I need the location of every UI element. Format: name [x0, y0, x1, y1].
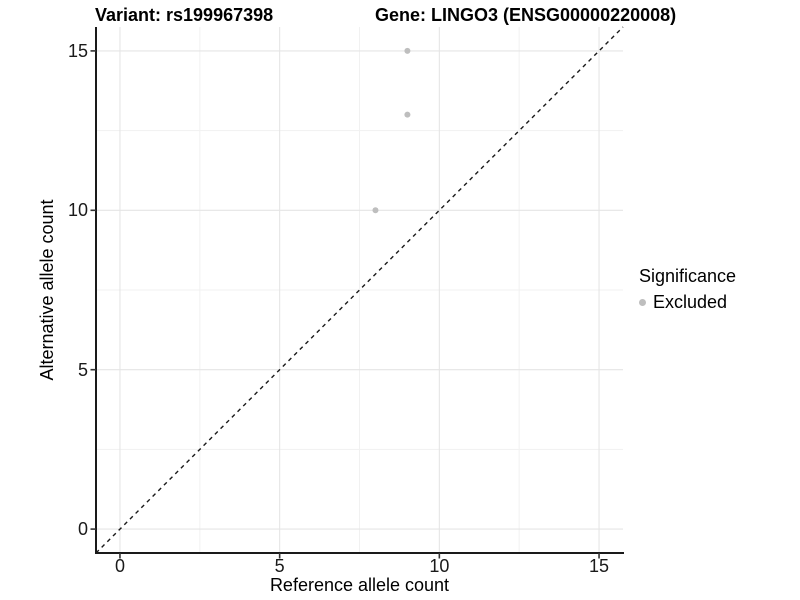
data-point	[372, 207, 379, 214]
legend-item-excluded: Excluded	[639, 291, 736, 313]
data-point	[404, 47, 411, 54]
x-tick-label: 15	[589, 556, 610, 576]
legend-marker-circle-icon	[639, 298, 646, 306]
y-tick-label: 5	[77, 359, 88, 380]
x-tick-label: 10	[429, 556, 450, 576]
plot-title-variant: Variant: rs199967398	[95, 5, 274, 25]
legend: Significance Excluded	[639, 264, 736, 313]
x-tick-label: 0	[114, 556, 125, 576]
legend-item-label: Excluded	[653, 292, 728, 312]
x-tick-label: 5	[274, 556, 285, 576]
x-axis-title: Reference allele count	[269, 575, 450, 595]
y-tick-label: 15	[67, 40, 88, 61]
y-tick-label: 10	[67, 200, 88, 221]
legend-title: Significance	[639, 266, 737, 286]
plot-title-gene: Gene: LINGO3 (ENSG00000220008)	[375, 5, 677, 25]
y-axis-title: Alternative allele count	[37, 199, 57, 381]
data-point	[404, 111, 411, 118]
y-tick-label: 0	[77, 519, 88, 540]
